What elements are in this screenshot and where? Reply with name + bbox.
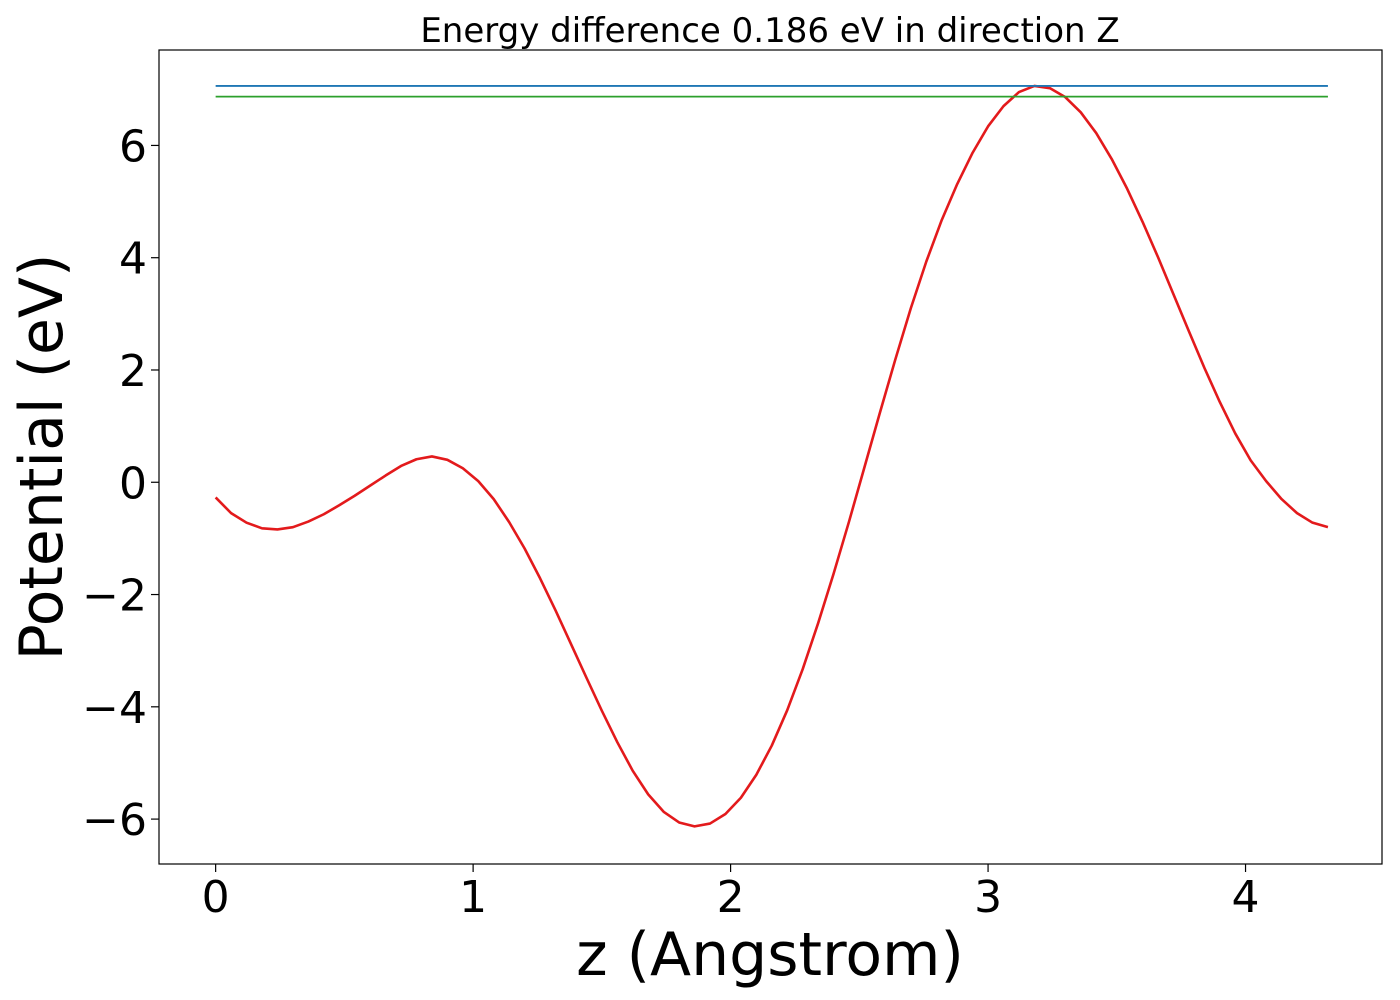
- y-tick-label: −2: [82, 571, 147, 622]
- x-tick-label: 1: [459, 872, 487, 923]
- y-tick-label: 0: [119, 458, 147, 509]
- x-tick-label: 0: [202, 872, 230, 923]
- x-tick-label: 3: [974, 872, 1002, 923]
- potential-curve: [214, 84, 1329, 828]
- y-tick-label: 2: [119, 346, 147, 397]
- axes-frame: [158, 49, 1383, 865]
- plot-area: [214, 84, 1329, 828]
- y-axis-label: Potential (eV): [7, 254, 77, 661]
- y-tick-label: 4: [119, 234, 147, 285]
- x-tick-label: 4: [1232, 872, 1260, 923]
- y-tick-label: −6: [82, 795, 147, 846]
- x-axis: 0 1 2 3 4: [202, 864, 1260, 923]
- y-tick-label: 6: [119, 121, 147, 172]
- x-axis-label: z (Angstrom): [576, 920, 964, 990]
- y-tick-label: −4: [82, 683, 147, 734]
- chart-title: Energy difference 0.186 eV in direction …: [420, 11, 1119, 51]
- y-axis: −6 −4 −2 0 2 4 6: [82, 121, 159, 846]
- x-tick-label: 2: [717, 872, 745, 923]
